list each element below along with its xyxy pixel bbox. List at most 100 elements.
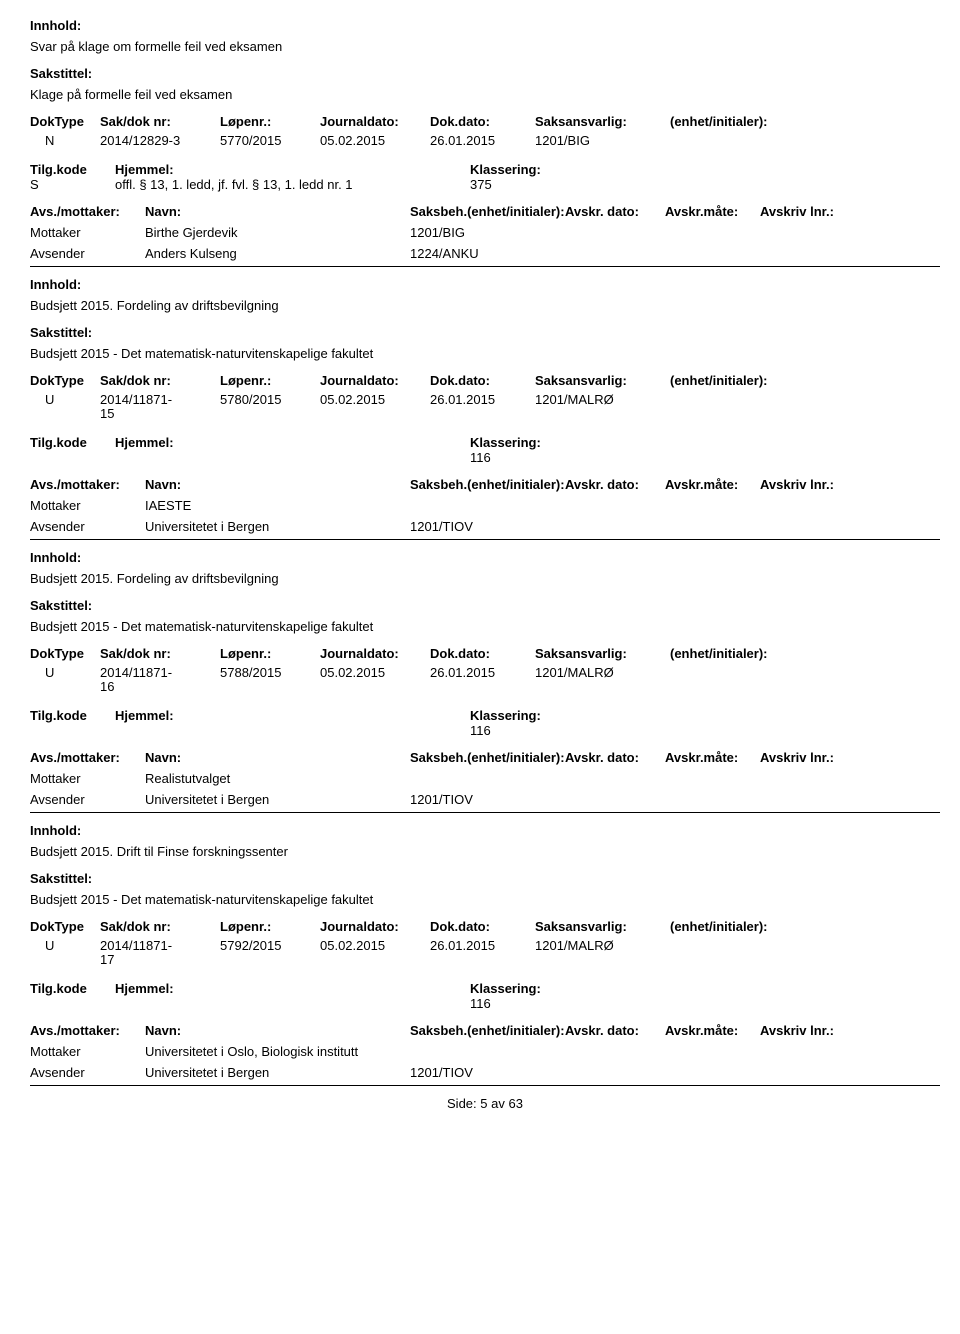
party-role: Avsender: [30, 792, 145, 807]
party-header-row: Avs./mottaker: Navn: Saksbeh.(enhet/init…: [30, 204, 940, 219]
tilgkode-value: S: [30, 177, 115, 192]
innhold-text: Budsjett 2015. Fordeling av driftsbevilg…: [30, 298, 940, 313]
sakstittel-text: Budsjett 2015 - Det matematisk-naturvite…: [30, 619, 940, 634]
klassering-value: 375: [470, 177, 492, 192]
party-role: Avsender: [30, 1065, 145, 1080]
footer-page: 5: [480, 1096, 487, 1111]
sakstittel-text: Budsjett 2015 - Det matematisk-naturvite…: [30, 892, 940, 907]
enhet-label: (enhet/initialer):: [670, 646, 820, 661]
lopenr-value: 5780/2015: [220, 392, 320, 407]
party-name: Realistutvalget: [145, 771, 410, 786]
journal-record: Innhold:Budsjett 2015. Fordeling av drif…: [30, 550, 940, 813]
sakstittel-label: Sakstittel:: [30, 871, 940, 886]
avskrdato-label: Avskr. dato:: [565, 204, 665, 219]
meta-header-row: DokType Sak/dok nr: Løpenr.: Journaldato…: [30, 646, 940, 661]
avskrmate-label: Avskr.måte:: [665, 1023, 760, 1038]
sakdok-sub: 17: [30, 952, 940, 967]
dokdato-value: 26.01.2015: [430, 392, 535, 407]
innhold-label: Innhold:: [30, 823, 940, 838]
saksansvarlig-label: Saksansvarlig:: [535, 919, 670, 934]
saksansvarlig-label: Saksansvarlig:: [535, 373, 670, 388]
dokdato-label: Dok.dato:: [430, 919, 535, 934]
enhet-label: (enhet/initialer):: [670, 919, 820, 934]
lopenr-value: 5792/2015: [220, 938, 320, 953]
innhold-text: Svar på klage om formelle feil ved eksam…: [30, 39, 940, 54]
saksbeh-label: Saksbeh.(enhet/initialer):: [410, 750, 565, 765]
avsmottaker-label: Avs./mottaker:: [30, 204, 145, 219]
tilg-data-row: 116: [30, 996, 940, 1011]
tilg-data-row: 116: [30, 723, 940, 738]
party-role: Mottaker: [30, 1044, 145, 1059]
doktype-label: DokType: [30, 646, 100, 661]
journal-record: Innhold: Budsjett 2015. Fordeling av drif…: [30, 277, 940, 540]
party-role: Avsender: [30, 246, 145, 261]
saksansvarlig-value: 1201/MALRØ: [535, 392, 670, 407]
party-header-row: Avs./mottaker: Navn: Saksbeh.(enhet/init…: [30, 1023, 940, 1038]
lopenr-label: Løpenr.:: [220, 919, 320, 934]
dokdato-value: 26.01.2015: [430, 133, 535, 148]
sakdok-sub: 15: [30, 406, 940, 421]
doktype-label: DokType: [30, 114, 100, 129]
avskrmate-label: Avskr.måte:: [665, 477, 760, 492]
hjemmel-label: Hjemmel:: [115, 162, 174, 177]
tilg-row: Tilg.kode Hjemmel: Klassering:: [30, 435, 940, 450]
avsmottaker-label: Avs./mottaker:: [30, 1023, 145, 1038]
saksbeh-label: Saksbeh.(enhet/initialer):: [410, 204, 565, 219]
party-name: Universitetet i Bergen: [145, 519, 410, 534]
enhet-label: (enhet/initialer):: [670, 114, 820, 129]
party-name: IAESTE: [145, 498, 410, 513]
enhet-label: (enhet/initialer):: [670, 373, 820, 388]
party-name: Universitetet i Oslo, Biologisk institut…: [145, 1044, 410, 1059]
party-code: 1224/ANKU: [410, 246, 570, 261]
navn-label: Navn:: [145, 204, 410, 219]
meta-data-row: U 2014/11871- 5788/2015 05.02.2015 26.01…: [30, 665, 940, 680]
sakdok-label: Sak/dok nr:: [100, 114, 220, 129]
klassering-label: Klassering:: [470, 435, 570, 450]
hjemmel-value: offl. § 13, 1. ledd, jf. fvl. § 13, 1. l…: [115, 177, 470, 192]
party-code: 1201/TIOV: [410, 792, 570, 807]
tilg-data-row: S offl. § 13, 1. ledd, jf. fvl. § 13, 1.…: [30, 177, 940, 192]
party-header-row: Avs./mottaker: Navn: Saksbeh.(enhet/init…: [30, 477, 940, 492]
party-name: Universitetet i Bergen: [145, 792, 410, 807]
avskrdato-label: Avskr. dato:: [565, 750, 665, 765]
innhold-label: Innhold:: [30, 277, 940, 292]
sakdok-label: Sak/dok nr:: [100, 919, 220, 934]
tilg-row: Tilg.kode Hjemmel: Klassering:: [30, 162, 940, 177]
dokdato-label: Dok.dato:: [430, 114, 535, 129]
dokdato-value: 26.01.2015: [430, 938, 535, 953]
hjemmel-label: Hjemmel:: [115, 981, 174, 996]
doktype-label: DokType: [30, 373, 100, 388]
innhold-label: Innhold:: [30, 550, 940, 565]
journaldato-label: Journaldato:: [320, 373, 430, 388]
sakdok-value: 2014/11871-: [100, 392, 220, 407]
klassering-label: Klassering:: [470, 162, 570, 177]
journaldato-value: 05.02.2015: [320, 392, 430, 407]
party-row: Avsender Universitetet i Bergen 1201/TIO…: [30, 519, 940, 534]
dokdato-value: 26.01.2015: [430, 665, 535, 680]
meta-data-row: U 2014/11871- 5792/2015 05.02.2015 26.01…: [30, 938, 940, 953]
tilgkode-label: Tilg.kode: [30, 435, 115, 450]
party-row: Mottaker Birthe Gjerdevik 1201/BIG: [30, 225, 940, 240]
tilg-row: Tilg.kode Hjemmel: Klassering:: [30, 981, 940, 996]
navn-label: Navn:: [145, 750, 410, 765]
footer-side-label: Side:: [447, 1096, 477, 1111]
lopenr-value: 5770/2015: [220, 133, 320, 148]
innhold-text: Budsjett 2015. Drift til Finse forskning…: [30, 844, 940, 859]
avskrivlnr-label: Avskriv lnr.:: [760, 477, 870, 492]
sakdok-value: 2014/12829-3: [100, 133, 220, 148]
footer-total: 63: [509, 1096, 523, 1111]
saksbeh-label: Saksbeh.(enhet/initialer):: [410, 477, 565, 492]
meta-header-row: DokType Sak/dok nr: Løpenr.: Journaldato…: [30, 373, 940, 388]
journaldato-value: 05.02.2015: [320, 133, 430, 148]
sakdok-value: 2014/11871-: [100, 938, 220, 953]
party-code: 1201/TIOV: [410, 519, 570, 534]
journal-record: Innhold: Budsjett 2015. Drift til Finse f…: [30, 823, 940, 1086]
hjemmel-label: Hjemmel:: [115, 435, 174, 450]
sakstittel-label: Sakstittel:: [30, 325, 940, 340]
party-role: Mottaker: [30, 225, 145, 240]
party-role: Mottaker: [30, 498, 145, 513]
tilg-row: Tilg.kode Hjemmel: Klassering:: [30, 708, 940, 723]
lopenr-value: 5788/2015: [220, 665, 320, 680]
meta-data-row: U 2014/11871- 5780/2015 05.02.2015 26.01…: [30, 392, 940, 407]
avskrmate-label: Avskr.måte:: [665, 204, 760, 219]
